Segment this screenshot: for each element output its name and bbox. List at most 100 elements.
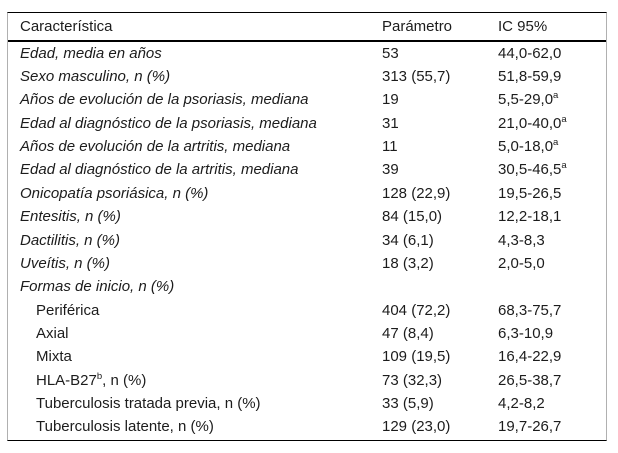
row-ic95-superscript: a: [553, 91, 559, 102]
row-ic95-cell: 68,3-75,7: [498, 302, 606, 319]
table-row: HLA-B27b, n (%) 73 (32,3) 26,5-38,7: [8, 369, 606, 392]
table-row: Mixta 109 (19,5) 16,4-22,9: [8, 345, 606, 368]
row-ic95-cell: 21,0-40,0a: [498, 115, 606, 132]
row-parametro-value: 73 (32,3): [382, 371, 443, 389]
row-ic95-text: 68,3-75,7: [498, 301, 562, 319]
row-label-cell: Dactilitis, n (%): [8, 232, 382, 249]
row-parametro-value: 18 (3,2): [382, 254, 434, 272]
row-ic95-text: 4,3-8,3: [498, 231, 545, 249]
row-ic95-text: 5,5-29,0: [498, 91, 554, 109]
row-label-text: Edad al diagnóstico de la psoriasis, med…: [20, 114, 317, 132]
table-row: Uveítis, n (%) 18 (3,2) 2,0-5,0: [8, 252, 606, 275]
row-ic95-text: 16,4-22,9: [498, 348, 562, 366]
row-ic95-superscript: a: [561, 161, 567, 172]
row-ic95-text: 51,8-59,9: [498, 68, 562, 86]
row-parametro-value: 129 (23,0): [382, 418, 451, 436]
row-ic95-text: 4,2-8,2: [498, 395, 545, 413]
table-row: Edad al diagnóstico de la artritis, medi…: [8, 158, 606, 181]
row-label-text: Onicopatía psoriásica, n (%): [20, 184, 209, 202]
row-ic95-superscript: a: [553, 138, 559, 149]
row-ic95-text: 30,5-46,5: [498, 161, 562, 179]
characteristics-table: Característica Parámetro IC 95% Edad, me…: [7, 12, 607, 441]
row-label-cell: Formas de inicio, n (%): [8, 278, 382, 295]
row-label-rest: , n (%): [102, 371, 147, 389]
table-body: Edad, media en años 53 44,0-62,0 Sexo ma…: [8, 42, 606, 439]
row-label-cell: Mixta: [8, 348, 382, 365]
row-ic95-cell: 2,0-5,0: [498, 255, 606, 272]
table-row: Periférica 404 (72,2) 68,3-75,7: [8, 298, 606, 321]
row-ic95-text: 21,0-40,0: [498, 114, 562, 132]
table-row: Axial 47 (8,4) 6,3-10,9: [8, 322, 606, 345]
row-label-text: Tuberculosis latente, n (%): [36, 418, 214, 436]
table-row: Dactilitis, n (%) 34 (6,1) 4,3-8,3: [8, 228, 606, 251]
row-parametro-value: 34 (6,1): [382, 231, 434, 249]
row-label-cell: Edad al diagnóstico de la artritis, medi…: [8, 161, 382, 178]
table-header-row: Característica Parámetro IC 95%: [8, 13, 606, 42]
row-ic95-text: 6,3-10,9: [498, 324, 554, 342]
row-label-text: Formas de inicio, n (%): [20, 278, 175, 296]
row-parametro-value: 39: [382, 161, 399, 179]
row-label-text: Años de evolución de la artritis, median…: [20, 138, 291, 156]
row-label-cell: Edad al diagnóstico de la psoriasis, med…: [8, 115, 382, 132]
table-row: Tuberculosis latente, n (%) 129 (23,0) 1…: [8, 415, 606, 438]
row-ic95-cell: 4,3-8,3: [498, 232, 606, 249]
row-label-text: Mixta: [36, 348, 72, 366]
row-label-text: Uveítis, n (%): [20, 254, 111, 272]
row-parametro-value: 128 (22,9): [382, 184, 451, 202]
row-label-cell: Tuberculosis latente, n (%): [8, 418, 382, 435]
row-parametro-value: 53: [382, 44, 399, 62]
row-ic95-text: 26,5-38,7: [498, 371, 562, 389]
row-label-text: Sexo masculino, n (%): [20, 68, 171, 86]
row-label-cell: Periférica: [8, 302, 382, 319]
column-header-ic95: IC 95%: [498, 17, 548, 35]
row-label-cell: Años de evolución de la artritis, median…: [8, 138, 382, 155]
table-row: Años de evolución de la psoriasis, media…: [8, 88, 606, 111]
row-parametro-value: 11: [382, 138, 398, 156]
table-row: Tuberculosis tratada previa, n (%) 33 (5…: [8, 392, 606, 415]
row-parametro-value: 109 (19,5): [382, 348, 451, 366]
row-ic95-text: 19,7-26,7: [498, 418, 562, 436]
row-ic95-cell: 12,2-18,1: [498, 208, 606, 225]
row-ic95-cell: 44,0-62,0: [498, 45, 606, 62]
row-label-text: HLA-B27: [36, 371, 97, 389]
row-label-text: Entesitis, n (%): [20, 208, 121, 226]
row-label-cell: Uveítis, n (%): [8, 255, 382, 272]
column-header-caracteristica: Característica: [20, 17, 113, 35]
row-label-text: Periférica: [36, 301, 100, 319]
row-label-cell: Onicopatía psoriásica, n (%): [8, 185, 382, 202]
row-parametro-value: 33 (5,9): [382, 395, 434, 413]
row-parametro-value: 404 (72,2): [382, 301, 451, 319]
row-ic95-text: 5,0-18,0: [498, 138, 554, 156]
row-parametro-value: 47 (8,4): [382, 324, 434, 342]
row-ic95-cell: 30,5-46,5a: [498, 161, 606, 178]
row-ic95-text: 12,2-18,1: [498, 208, 562, 226]
row-label-cell: HLA-B27b, n (%): [8, 372, 382, 389]
row-label-cell: Axial: [8, 325, 382, 342]
column-header-parametro: Parámetro: [382, 17, 453, 35]
row-ic95-cell: 5,5-29,0a: [498, 91, 606, 108]
row-ic95-superscript: a: [561, 114, 567, 125]
table-row: Entesitis, n (%) 84 (15,0) 12,2-18,1: [8, 205, 606, 228]
row-label-text: Años de evolución de la psoriasis, media…: [20, 91, 309, 109]
row-label-cell: Tuberculosis tratada previa, n (%): [8, 395, 382, 412]
row-ic95-text: 19,5-26,5: [498, 184, 562, 202]
row-ic95-cell: 6,3-10,9: [498, 325, 606, 342]
row-label-text: Tuberculosis tratada previa, n (%): [36, 395, 261, 413]
table-row: Formas de inicio, n (%): [8, 275, 606, 298]
row-label-text: Axial: [36, 324, 69, 342]
row-ic95-cell: 19,7-26,7: [498, 418, 606, 435]
table-row: Edad al diagnóstico de la psoriasis, med…: [8, 112, 606, 135]
row-ic95-cell: 5,0-18,0a: [498, 138, 606, 155]
row-ic95-text: 2,0-5,0: [498, 254, 545, 272]
row-parametro-value: 31: [382, 114, 399, 132]
row-parametro-value: 84 (15,0): [382, 208, 443, 226]
row-ic95-cell: 26,5-38,7: [498, 372, 606, 389]
row-label-text: Dactilitis, n (%): [20, 231, 121, 249]
row-label-superscript: b: [96, 371, 103, 382]
row-ic95-text: 44,0-62,0: [498, 44, 562, 62]
table-row: Edad, media en años 53 44,0-62,0: [8, 42, 606, 65]
row-label-cell: Entesitis, n (%): [8, 208, 382, 225]
row-label-cell: Años de evolución de la psoriasis, media…: [8, 91, 382, 108]
table-row: Onicopatía psoriásica, n (%) 128 (22,9) …: [8, 182, 606, 205]
